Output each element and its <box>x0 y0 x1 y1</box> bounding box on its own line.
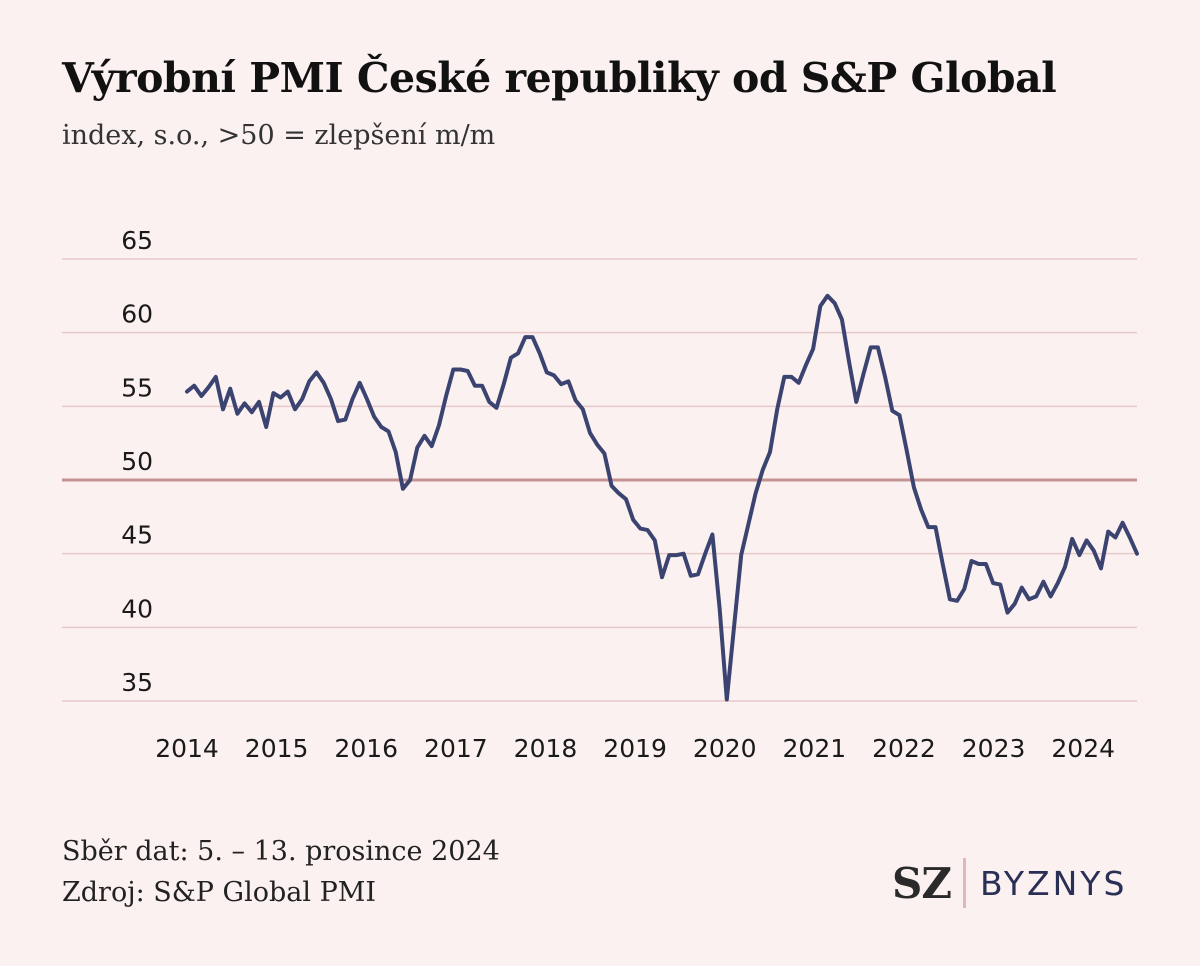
sz-byznys-logo: SZ BYZNYS <box>892 858 1127 908</box>
logo-byznys-text: BYZNYS <box>980 863 1128 903</box>
series-layer <box>185 293 1139 702</box>
x-tick-label: 2017 <box>424 734 488 763</box>
x-tick-label: 2020 <box>693 734 757 763</box>
x-tick-label: 2015 <box>245 734 309 763</box>
x-tick-label: 2019 <box>603 734 667 763</box>
series-line-0 <box>185 293 1139 702</box>
y-tick-label: 40 <box>121 594 153 623</box>
y-tick-label: 65 <box>121 226 153 255</box>
grid-lines <box>62 258 1137 702</box>
x-tick-label: 2018 <box>514 734 578 763</box>
y-tick-label: 35 <box>121 668 153 697</box>
x-tick-label: 2014 <box>155 734 219 763</box>
source-note: Zdroj: S&P Global PMI <box>62 877 377 908</box>
data-collection-note: Sběr dat: 5. – 13. prosince 2024 <box>62 836 500 867</box>
x-tick-label: 2016 <box>334 734 398 763</box>
logo-sz-text: SZ <box>892 858 952 908</box>
x-tick-label: 2021 <box>783 734 847 763</box>
y-tick-label: 55 <box>121 373 153 402</box>
x-axis-ticks: 2014 2015 2016 2017 2018 2019 2020 2021 2022 2023… <box>155 734 1115 763</box>
y-tick-label: 45 <box>121 521 153 550</box>
x-tick-label: 2022 <box>872 734 936 763</box>
logo-divider <box>963 858 966 908</box>
x-tick-label: 2024 <box>1051 734 1115 763</box>
y-tick-label: 60 <box>121 300 153 329</box>
y-axis-ticks: 35 40 45 50 55 60 65 <box>121 226 153 697</box>
x-tick-label: 2023 <box>962 734 1026 763</box>
chart-title: Výrobní PMI České republiky od S&P Globa… <box>62 54 1057 102</box>
y-tick-label: 50 <box>121 447 153 476</box>
chart-subtitle: index, s.o., >50 = zlepšení m/m <box>62 120 496 151</box>
